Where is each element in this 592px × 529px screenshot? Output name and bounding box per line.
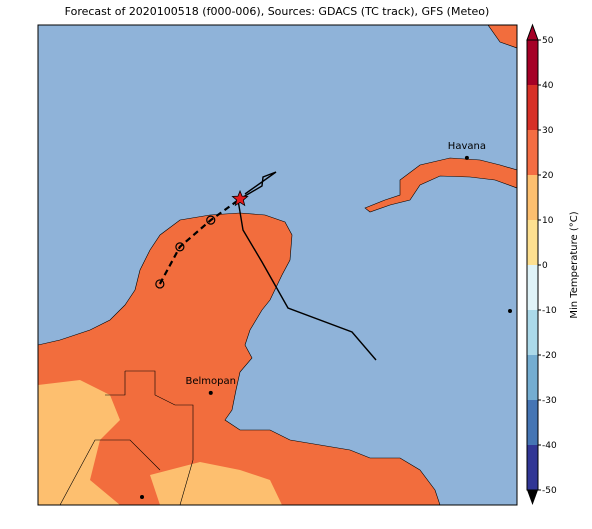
map-area: Havana Belmopan (38, 25, 517, 505)
city-dot (140, 495, 144, 499)
colorbar-band (527, 310, 538, 355)
cuba (364, 157, 517, 213)
colorbar-tick-label: -50 (542, 486, 557, 496)
colorbar-band (527, 220, 538, 265)
colorbar-band (527, 445, 538, 490)
forecast-track (158, 198, 241, 285)
colorbar-band (527, 355, 538, 400)
colorbar-tick-label: 0 (542, 261, 548, 271)
colorbar-tick-label: -30 (542, 396, 557, 406)
border (105, 371, 126, 396)
colorbar-tick-label: 30 (542, 126, 554, 136)
colorbar-tick-label: 20 (542, 171, 554, 181)
land-warm (38, 380, 120, 505)
colorbar-extend-max (526, 23, 539, 41)
colorbar-tick-label: 40 (542, 81, 554, 91)
florida (487, 25, 517, 49)
city-label: Havana (448, 141, 486, 152)
city-dot (508, 309, 512, 313)
current-position (231, 189, 249, 207)
colorbar-tick-label: 10 (542, 216, 554, 226)
colorbar-tick-label: -40 (542, 441, 557, 451)
city-label: Belmopan (186, 376, 236, 387)
city (208, 390, 213, 395)
land (38, 212, 441, 505)
forecast-point (155, 279, 165, 289)
colorbar-extend-min (527, 490, 538, 505)
colorbar-band (527, 40, 538, 85)
colorbar-label: Min Temperature (°C) (569, 211, 580, 318)
forecast-point (206, 215, 216, 225)
colorbar-band (527, 400, 538, 445)
colorbar-tick-label: -20 (542, 351, 557, 361)
border (125, 370, 194, 505)
colorbar-band (527, 175, 538, 220)
forecast-point (175, 242, 185, 252)
colorbar-band (527, 85, 538, 130)
colorbar-band (527, 265, 538, 310)
title: Forecast of 2020100518 (f000-006), Sourc… (65, 5, 490, 18)
colorbar-band (527, 130, 538, 175)
colorbar-tick-label: -10 (542, 306, 557, 316)
city (464, 155, 469, 160)
colorbar-tick-label: 50 (542, 36, 554, 46)
observed-track (237, 171, 377, 361)
map-frame (37, 24, 518, 506)
border (59, 439, 161, 505)
